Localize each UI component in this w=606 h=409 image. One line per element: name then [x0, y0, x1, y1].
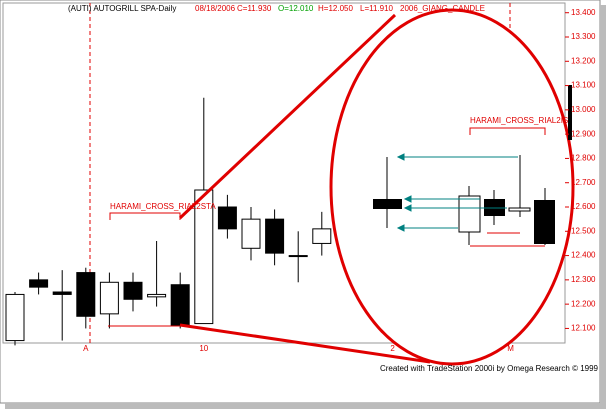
footer: Created with TradeStation 2000i by Omega…	[380, 364, 599, 373]
y-tick-label: 13.200	[571, 56, 596, 65]
y-tick-label: 13.100	[571, 81, 596, 90]
header-indicator: 2006_GIANG_CANDLE	[400, 4, 485, 13]
candle-body	[241, 218, 261, 249]
header-close: C=11.930	[237, 4, 272, 13]
candle-body	[194, 189, 214, 325]
candle-body	[29, 279, 49, 288]
zoom-line	[179, 323, 431, 364]
x-tick-label: M	[507, 344, 514, 353]
y-tick-label: 12.300	[571, 275, 596, 284]
candle-body	[5, 293, 25, 342]
candle-body	[217, 206, 237, 230]
shadow	[5, 403, 606, 409]
y-tick-label: 12.500	[571, 226, 596, 235]
x-tick-label: 2	[390, 344, 395, 353]
y-tick-label: 12.900	[571, 129, 596, 138]
annotation: HARAMI_CROSS_RIAL2STA	[110, 202, 216, 211]
partial-candle	[568, 85, 572, 140]
x-tick-label: A	[83, 344, 89, 353]
y-tick-label: 12.600	[571, 202, 596, 211]
y-tick-label: 12.800	[571, 154, 596, 163]
header-symbol: (AUTI) AUTOGRILL SPA-Daily	[68, 4, 176, 13]
candles	[5, 97, 332, 346]
candle-body	[123, 281, 143, 300]
candle-body	[288, 255, 308, 258]
candle-body	[170, 284, 190, 327]
zoom-line	[178, 13, 397, 220]
y-tick-label: 13.300	[571, 32, 596, 41]
header-low: L=11.910	[360, 4, 394, 13]
header-high: H=12.050	[318, 4, 353, 13]
candle-body	[52, 291, 72, 295]
y-tick-label: 13.000	[571, 105, 596, 114]
candle-body	[265, 218, 285, 254]
shadow	[600, 5, 606, 409]
y-tick-label: 13.400	[571, 8, 596, 17]
y-tick-label: 12.400	[571, 251, 596, 260]
candle-body	[76, 272, 96, 317]
x-tick-label: 10	[199, 344, 208, 353]
zoom-ellipse	[329, 8, 575, 366]
y-tick-label: 12.100	[571, 324, 596, 333]
candle-body	[147, 293, 167, 298]
header-date: 08/18/2006	[195, 4, 236, 13]
candle-body	[99, 281, 119, 315]
zoom-content	[373, 127, 555, 247]
candle-body	[312, 228, 332, 244]
annotation: HARAMI_CROSS_RIAL2IS	[470, 116, 568, 125]
y-tick-label: 12.200	[571, 299, 596, 308]
y-tick-label: 12.700	[571, 178, 596, 187]
header-open: O=12.010	[278, 4, 314, 13]
